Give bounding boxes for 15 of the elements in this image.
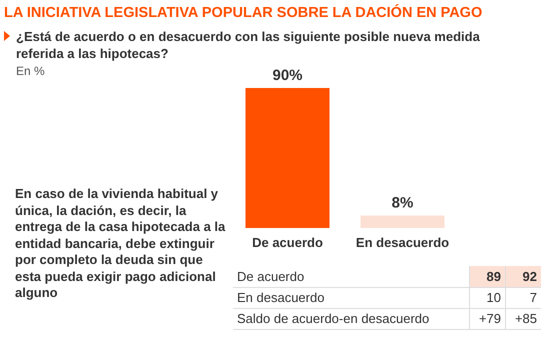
- chart-title: LA INICIATIVA LEGISLATIVA POPULAR SOBRE LA DACIÓN EN PAGO: [4, 5, 482, 21]
- text: En desacuerdo: [233, 287, 470, 308]
- text: +79: [470, 308, 506, 329]
- text: 92: [506, 266, 541, 287]
- text: De acuerdo: [233, 266, 470, 287]
- text: En %: [16, 64, 45, 78]
- text: 10: [470, 287, 506, 308]
- chart-subtitle: ¿Está de acuerdo o en desacuerdo con las siguiente posible nueva medida referida a las hipotecas?: [16, 28, 481, 62]
- text: 7: [506, 287, 541, 308]
- data-label: 8%: [392, 194, 414, 212]
- text: 89: [470, 266, 506, 287]
- text: +85: [506, 308, 541, 329]
- text: En caso de la vivienda habitual y única, la dación, es decir, la entrega de la casa hipotecada a la entidad bancaria, debe extinguir por completo la deuda sin que esta pueda exigir pago adicional alguno: [15, 186, 226, 302]
- data-label: 90%: [272, 67, 303, 84]
- text: Saldo de acuerdo-en desacuerdo: [233, 308, 470, 329]
